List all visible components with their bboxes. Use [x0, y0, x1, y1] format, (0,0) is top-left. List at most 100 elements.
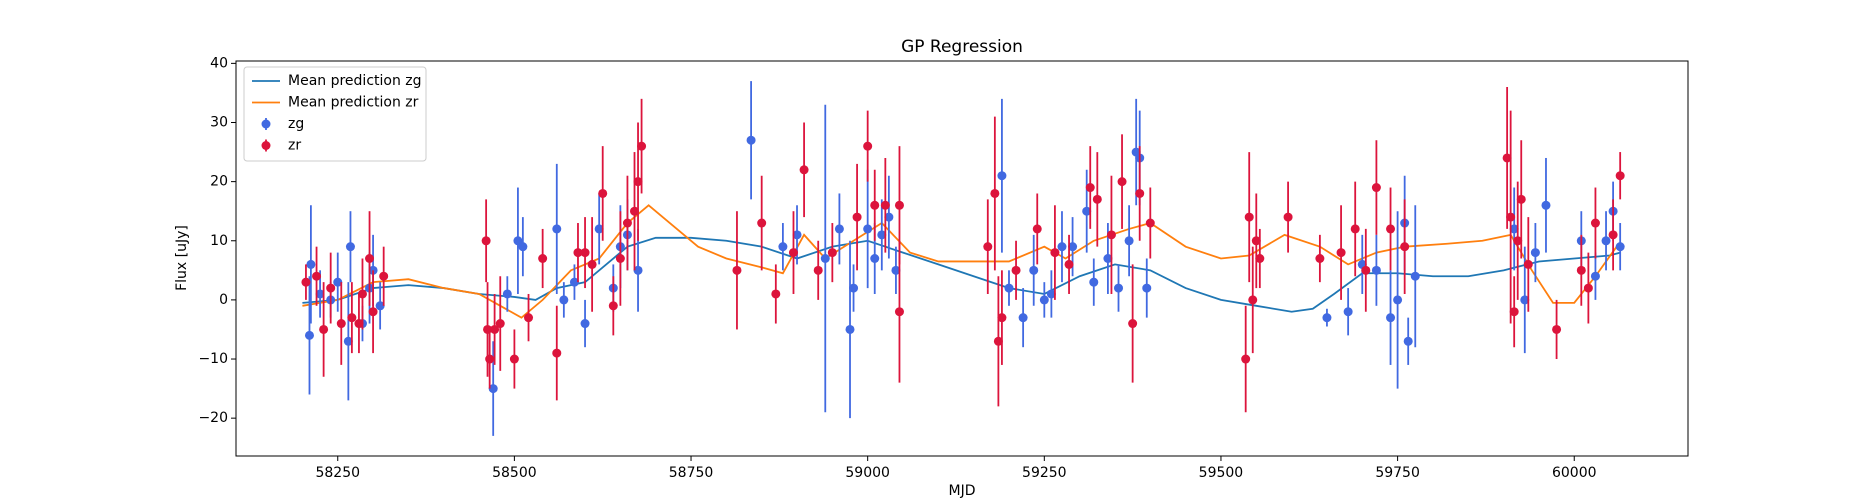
x-tick-label: 58750: [669, 465, 714, 481]
data-point: [771, 289, 781, 299]
y-tick-label: 40: [210, 55, 228, 71]
data-point: [1241, 354, 1251, 364]
data-point: [1410, 271, 1420, 281]
data-point: [368, 307, 378, 317]
data-point: [746, 135, 756, 145]
legend-label: Mean prediction zg: [288, 73, 422, 89]
mean-line: [302, 204, 1618, 319]
x-tick-label: 59750: [1375, 465, 1420, 481]
data-point: [1371, 183, 1381, 193]
data-point: [1046, 289, 1056, 299]
data-point: [778, 242, 788, 252]
y-tick-label: 10: [210, 233, 228, 249]
data-point: [598, 188, 608, 198]
y-tick-label: 20: [210, 174, 228, 190]
data-point: [1509, 307, 1519, 317]
data-point: [1386, 313, 1396, 323]
legend-swatch: [261, 141, 271, 150]
data-point: [1615, 171, 1625, 181]
y-tick-label: 30: [210, 114, 228, 130]
data-point: [354, 319, 364, 329]
data-point: [1386, 224, 1396, 234]
legend-swatch: [261, 119, 271, 129]
data-point: [849, 283, 859, 293]
data-point: [1541, 200, 1551, 210]
data-point: [615, 254, 625, 263]
data-point: [997, 171, 1007, 181]
data-point: [333, 277, 343, 287]
data-point: [880, 200, 890, 210]
data-point: [1590, 218, 1600, 228]
data-point: [326, 283, 336, 293]
data-point: [490, 324, 500, 334]
data-point: [637, 141, 647, 151]
data-point: [894, 200, 904, 210]
x-tick-label: 59250: [1022, 465, 1067, 481]
data-point: [1106, 230, 1116, 240]
data-point: [894, 307, 904, 317]
data-point: [1089, 277, 1099, 287]
data-point: [630, 206, 640, 216]
data-point: [569, 277, 579, 287]
data-point: [312, 271, 322, 281]
data-point: [1583, 283, 1593, 293]
data-point: [1506, 212, 1516, 222]
data-point: [1004, 283, 1014, 293]
data-point: [1350, 224, 1360, 234]
x-tick-label: 59000: [845, 465, 890, 481]
data-point: [1124, 236, 1134, 246]
data-point: [379, 271, 389, 281]
data-point: [580, 319, 590, 329]
data-point: [1283, 212, 1293, 222]
data-point: [834, 224, 844, 234]
data-point: [792, 230, 802, 240]
data-point: [538, 254, 548, 263]
data-point: [1590, 271, 1600, 281]
data-point: [347, 313, 357, 323]
data-point: [813, 265, 823, 275]
data-point: [509, 354, 519, 364]
data-point: [1103, 254, 1113, 263]
data-point: [1085, 183, 1095, 193]
data-point: [788, 248, 798, 258]
data-point: [1039, 295, 1049, 305]
data-point: [863, 224, 873, 234]
data-point: [336, 319, 346, 329]
data-point: [870, 200, 880, 210]
data-point: [375, 301, 385, 311]
data-point: [732, 265, 742, 275]
data-point: [301, 277, 311, 287]
data-point: [488, 384, 498, 394]
data-point: [587, 259, 597, 269]
data-point: [552, 224, 562, 234]
data-point: [1128, 319, 1138, 329]
data-point: [608, 301, 618, 311]
data-point: [1343, 307, 1353, 317]
data-point: [513, 236, 523, 246]
data-point: [990, 188, 1000, 198]
data-point: [845, 324, 855, 334]
data-point: [580, 248, 590, 258]
data-point: [1114, 283, 1124, 293]
data-point: [622, 218, 632, 228]
data-point: [1011, 265, 1021, 275]
data-point: [891, 265, 901, 275]
data-point: [552, 348, 562, 358]
y-tick-label: −20: [198, 410, 228, 426]
data-point: [633, 177, 643, 187]
data-point: [1552, 324, 1562, 334]
data-point: [1057, 242, 1067, 252]
data-point: [365, 254, 375, 263]
data-point: [1135, 188, 1145, 198]
data-point: [633, 265, 643, 275]
x-axis-label: MJD: [949, 483, 976, 499]
data-point: [594, 224, 604, 234]
data-point: [315, 289, 325, 299]
x-tick-label: 59500: [1199, 465, 1244, 481]
data-point: [820, 254, 830, 263]
data-point: [357, 289, 367, 299]
data-point: [304, 330, 314, 340]
data-point: [343, 336, 353, 346]
data-point: [524, 313, 534, 323]
